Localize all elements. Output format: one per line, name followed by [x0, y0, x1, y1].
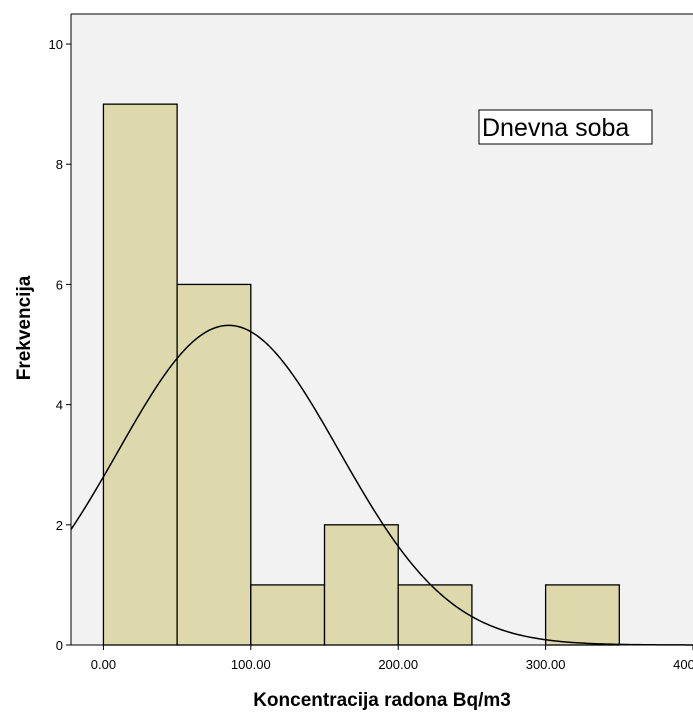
- y-tick-label: 8: [56, 157, 63, 172]
- histogram-bar-6: [544, 584, 620, 646]
- y-tick-label: 2: [56, 518, 63, 533]
- annotation-box: Dnevna soba: [478, 109, 653, 145]
- histogram-bar-1: [176, 283, 252, 646]
- y-axis-ticks: 0 2 4 6 8 10: [49, 37, 71, 653]
- histogram-bar-3: [323, 524, 399, 646]
- histogram-bar-2: [250, 584, 326, 646]
- annotation-label: Dnevna soba: [482, 114, 629, 142]
- x-tick-label: 100.00: [231, 657, 271, 672]
- histogram-bar-4: [397, 584, 473, 646]
- y-axis-title: Frekvencija: [14, 275, 35, 380]
- annotation-frame: [478, 109, 653, 145]
- x-axis-title: Koncentracija radona Bq/m3: [253, 690, 511, 711]
- normal-curve: [70, 324, 693, 646]
- x-tick-label: 0.00: [91, 657, 116, 672]
- x-tick-label: 200.00: [378, 657, 418, 672]
- y-tick-label: 6: [56, 277, 63, 292]
- histogram-bar-0: [102, 103, 178, 646]
- y-tick-label: 4: [56, 398, 63, 413]
- y-tick-label: 10: [49, 37, 63, 52]
- y-tick-label: 0: [56, 638, 63, 653]
- x-axis-ticks: 0.00 100.00 200.00 300.00 400.00: [91, 645, 693, 672]
- x-tick-label: 300.00: [526, 657, 566, 672]
- x-tick-label: 400.00: [673, 657, 693, 672]
